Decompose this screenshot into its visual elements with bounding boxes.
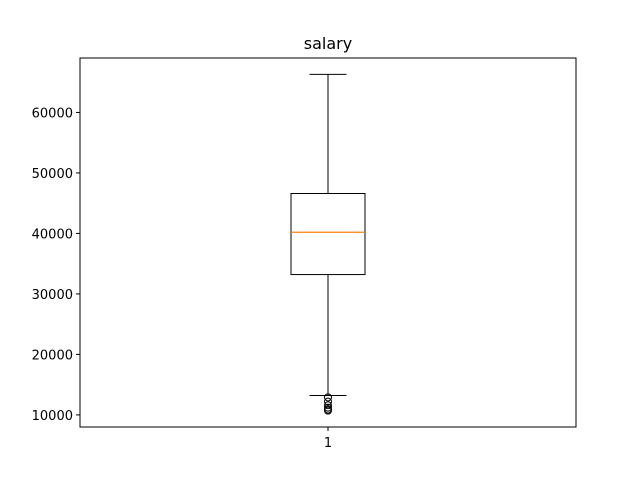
y-tick-label: 10000 (32, 409, 73, 424)
y-tick-label: 30000 (32, 288, 73, 303)
y-tick-label: 40000 (32, 227, 73, 242)
y-axis: 10000 20000 30000 40000 50000 60000 (32, 106, 80, 424)
iqr-box (290, 193, 366, 276)
boxes-layer (290, 73, 366, 415)
y-tick-label: 60000 (32, 106, 73, 121)
outlier-point (324, 393, 332, 402)
outlier-point (324, 401, 332, 410)
y-tick-label: 20000 (32, 348, 73, 363)
outlier-point (324, 397, 332, 406)
chart-title: salary (304, 34, 352, 53)
x-tick-label: 1 (324, 436, 332, 451)
x-axis: 1 (324, 427, 332, 451)
y-tick-label: 50000 (32, 167, 73, 182)
outlier-point (324, 406, 332, 415)
